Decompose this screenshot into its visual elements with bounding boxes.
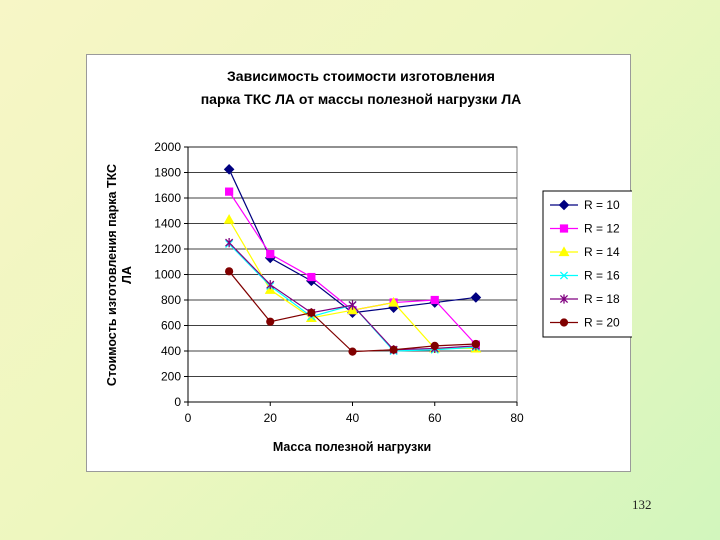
- data-point: [430, 341, 439, 350]
- y-axis-title-line-1: Стоимость изготовления парка ТКС: [105, 164, 119, 386]
- legend-box: [542, 190, 632, 338]
- data-point: [225, 267, 234, 276]
- y-tick-label: 0: [174, 395, 181, 409]
- legend: R = 10 R = 12 R = 14 R = 16 R = 18 R = 20: [542, 190, 632, 338]
- legend-label: R = 20: [584, 316, 620, 330]
- data-point: [225, 238, 234, 248]
- x-tick-label: 80: [510, 411, 524, 425]
- data-point: [225, 187, 234, 196]
- legend-marker: [558, 246, 570, 257]
- x-tick-label: 60: [428, 411, 442, 425]
- series-6: [225, 267, 480, 356]
- data-point: [307, 308, 316, 317]
- data-point: [388, 296, 400, 307]
- data-point: [430, 295, 439, 305]
- legend-label: R = 10: [584, 198, 620, 212]
- y-tick-label: 2000: [154, 140, 181, 154]
- x-tick-label: 40: [346, 411, 360, 425]
- legend-marker: [559, 271, 569, 280]
- data-point: [348, 300, 357, 310]
- y-tick-label: 1800: [154, 166, 181, 180]
- legend-item: R = 16: [550, 269, 620, 283]
- legend-item: R = 18: [550, 292, 620, 306]
- data-point: [348, 347, 357, 356]
- legend-marker: [559, 294, 569, 304]
- legend-item: R = 14: [550, 245, 620, 259]
- x-tick-label: 0: [185, 411, 192, 425]
- data-point: [223, 214, 235, 224]
- data-point: [471, 339, 480, 349]
- legend-label: R = 12: [584, 222, 620, 236]
- chart-panel: Зависимость стоимости изготовления парка…: [86, 54, 632, 472]
- line-chart: Зависимость стоимости изготовления парка…: [105, 68, 632, 454]
- data-point: [307, 272, 316, 282]
- legend-label: R = 18: [584, 292, 620, 306]
- legend-marker: [559, 318, 569, 327]
- x-tick-label: 20: [264, 411, 278, 425]
- data-point: [389, 345, 398, 354]
- data-point: [470, 292, 482, 303]
- data-point: [266, 280, 275, 290]
- data-point: [223, 164, 235, 175]
- y-tick-label: 1400: [154, 217, 181, 231]
- y-tick-label: 200: [161, 370, 181, 384]
- legend-item: R = 20: [550, 316, 620, 330]
- y-tick-label: 1000: [154, 268, 181, 282]
- legend-label: R = 14: [584, 245, 620, 259]
- y-tick-label: 800: [161, 293, 181, 307]
- y-tick-label: 1200: [154, 242, 181, 256]
- x-axis-title: Масса полезной нагрузки: [273, 440, 431, 454]
- legend-marker: [559, 224, 569, 233]
- y-tick-label: 600: [161, 319, 181, 333]
- legend-marker: [558, 199, 570, 211]
- page-number: 132: [632, 497, 652, 512]
- y-tick-label: 1600: [154, 191, 181, 205]
- chart-title-line-1: Зависимость стоимости изготовления: [227, 68, 495, 84]
- data-point: [347, 304, 358, 315]
- chart-title-line-2: парка ТКС ЛА от массы полезной нагрузки …: [201, 91, 522, 107]
- legend-label: R = 16: [584, 269, 620, 283]
- y-axis-title-line-2: ЛА: [120, 266, 134, 284]
- y-tick-label: 400: [161, 344, 181, 358]
- data-point: [266, 250, 275, 259]
- data-point: [266, 317, 275, 326]
- legend-item: R = 10: [550, 198, 620, 212]
- legend-item: R = 12: [550, 222, 620, 236]
